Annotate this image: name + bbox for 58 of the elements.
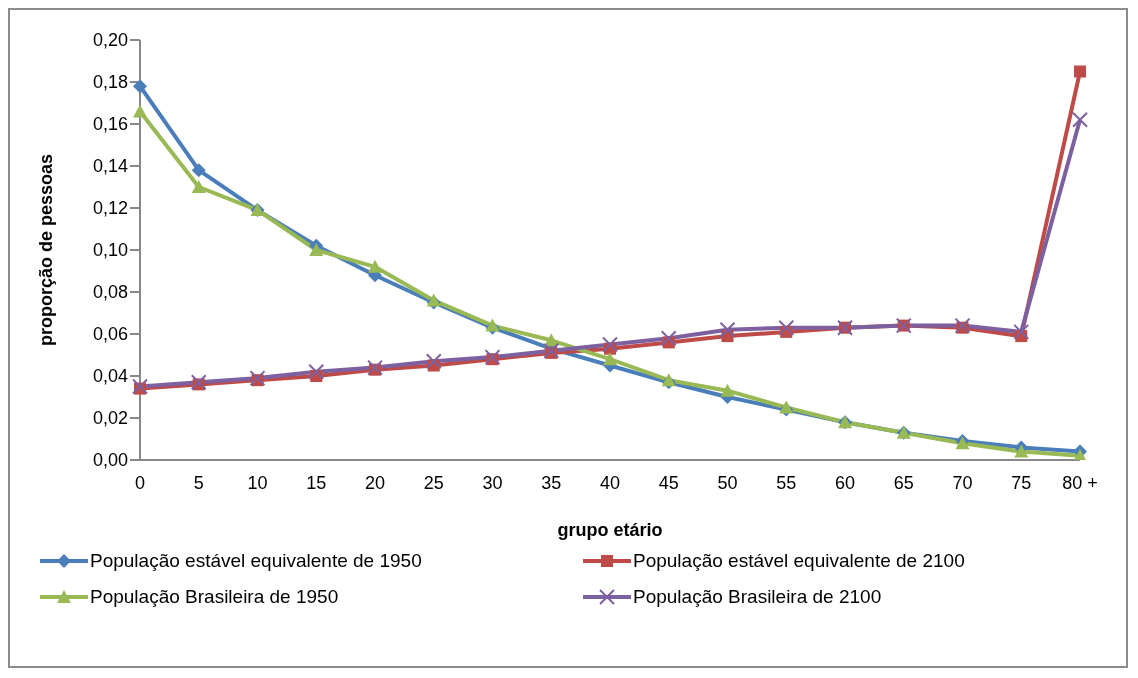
x-tick-label: 25	[423, 472, 444, 493]
y-tick-label: 0,02	[92, 408, 128, 429]
legend-label: População Brasileira de 2100	[633, 586, 882, 608]
point	[133, 79, 147, 94]
point	[367, 359, 383, 376]
y-tick-label: 0,16	[92, 114, 128, 135]
point	[660, 330, 677, 347]
point	[954, 317, 971, 334]
point	[425, 353, 442, 370]
point	[249, 370, 266, 387]
y-tick-label: 0,08	[92, 282, 128, 303]
y-tick-label: 0,04	[92, 366, 128, 387]
legend-label: População estável equivalente de 1950	[90, 550, 422, 572]
x-tick-label: 45	[658, 472, 679, 493]
y-tick-label: 0,14	[92, 156, 128, 177]
point	[719, 321, 736, 338]
point	[484, 349, 501, 366]
point	[1014, 444, 1029, 458]
y-tick-label: 0,00	[92, 450, 128, 471]
point	[778, 319, 795, 336]
x-tick-label: 10	[247, 472, 268, 493]
x-tick-label: 60	[834, 472, 856, 493]
y-axis-title: proporção de pessoas	[36, 153, 57, 347]
point	[190, 374, 207, 391]
point	[1072, 111, 1088, 128]
point	[308, 363, 325, 380]
point	[1013, 323, 1030, 340]
x-tick-label: 5	[193, 472, 204, 493]
x-tick-label: 30	[482, 472, 503, 493]
y-tick-label: 0,12	[92, 198, 128, 219]
point	[720, 383, 735, 397]
point	[309, 243, 324, 256]
y-tick-label: 0,06	[92, 324, 128, 345]
x-tick-label: 65	[893, 472, 914, 493]
point	[133, 104, 147, 118]
y-tick-label: 0,20	[92, 30, 128, 51]
y-tick-label: 0,18	[92, 72, 128, 93]
x-tick-label: 0	[134, 472, 146, 493]
point	[191, 180, 206, 193]
x-tick-label: 40	[599, 472, 621, 493]
legend-label: População estável equivalente de 2100	[633, 550, 965, 572]
point	[603, 352, 617, 366]
point	[1074, 65, 1086, 78]
point	[132, 378, 148, 395]
x-tick-label: 15	[306, 472, 327, 493]
x-tick-label: 75	[1011, 472, 1032, 493]
x-tick-label: 35	[541, 472, 562, 493]
x-tick-label: 20	[364, 472, 386, 493]
point	[602, 336, 618, 353]
point	[368, 259, 382, 273]
x-tick-label: 80 +	[1062, 472, 1098, 493]
x-tick-label: 70	[952, 472, 973, 493]
legend-label: População Brasileira de 1950	[90, 586, 339, 608]
x-axis-title: grupo etário	[557, 520, 663, 540]
point	[191, 163, 206, 178]
x-tick-label: 55	[776, 472, 797, 493]
y-tick-label: 0,10	[92, 240, 128, 261]
x-tick-label: 50	[717, 472, 738, 493]
